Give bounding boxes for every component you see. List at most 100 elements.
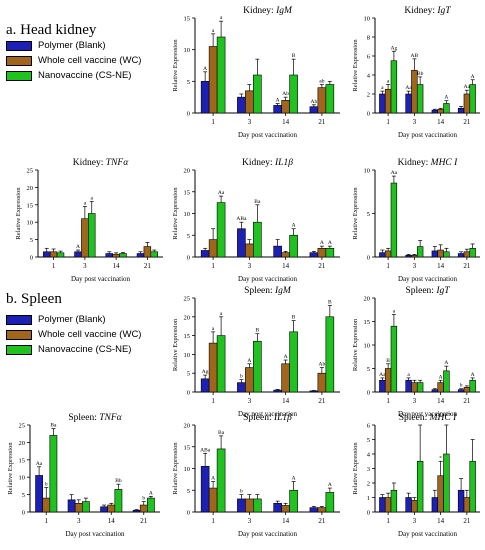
- y-tick-label: 3: [367, 466, 370, 473]
- bar: [325, 84, 335, 114]
- bar: [390, 489, 398, 513]
- bar: [100, 506, 108, 513]
- bar: [245, 243, 254, 258]
- bar: [208, 46, 218, 114]
- bar: [150, 251, 158, 258]
- bar: [49, 435, 58, 513]
- y-tick-label: 25: [27, 168, 34, 175]
- significance-label: A: [444, 95, 448, 101]
- chart-title-gene: TNFα: [106, 158, 129, 168]
- bar: [411, 254, 418, 258]
- legend-swatch: [6, 329, 32, 340]
- significance-label: Ag: [202, 369, 209, 375]
- bar: [437, 475, 444, 513]
- legend-label: Whole cell vaccine (WC): [38, 55, 142, 66]
- x-axis-label: Day post vaccination: [398, 131, 458, 139]
- bar: [289, 234, 298, 258]
- significance-label: a: [387, 79, 390, 85]
- y-tick-label: 6: [367, 54, 371, 61]
- y-axis-label: Relative Expression: [352, 187, 359, 240]
- legend-swatch: [6, 314, 32, 325]
- x-tick-label: 21: [318, 262, 326, 270]
- chart-title: Kidney: TNFα: [73, 158, 129, 168]
- significance-label: A: [320, 240, 324, 246]
- y-tick-label: 4: [367, 452, 371, 459]
- bar: [317, 248, 327, 258]
- x-tick-label: 1: [45, 517, 49, 525]
- bar: [463, 93, 471, 114]
- significance-label: b: [142, 496, 145, 502]
- y-tick-label: 20: [184, 168, 191, 175]
- significance-label: Ag: [391, 45, 398, 51]
- chart-title: Kidney: IgM: [243, 6, 293, 16]
- bar: [443, 103, 450, 114]
- x-tick-label: 14: [282, 262, 290, 270]
- y-tick-label: 5: [187, 371, 190, 378]
- x-tick-label: 21: [463, 397, 471, 405]
- bar: [309, 106, 319, 114]
- significance-label: A: [439, 374, 443, 380]
- bar: [390, 60, 398, 114]
- legend-swatch: [6, 70, 32, 81]
- bar: [431, 497, 439, 513]
- y-tick-label: 5: [367, 366, 370, 373]
- bar: [107, 504, 116, 513]
- legend-swatch: [6, 55, 32, 66]
- legend-item-whole-cell: Whole cell vaccine (WC): [6, 327, 141, 342]
- bar: [309, 252, 319, 258]
- bar: [379, 252, 386, 258]
- chart-title-gene: IgM: [275, 6, 293, 16]
- significance-label: Aa: [36, 461, 43, 467]
- bar: [317, 507, 327, 513]
- y-tick-label: 5: [367, 437, 370, 444]
- bar: [463, 386, 471, 393]
- bar: [200, 466, 210, 513]
- significance-label: Bb: [115, 478, 122, 484]
- chart-1: Kidney: IgT 0 2 4 6 8 10 Relative Expression Day…: [352, 6, 480, 139]
- x-tick-label: 21: [318, 118, 326, 126]
- y-tick-label: 5: [367, 211, 370, 218]
- significance-label: b: [45, 482, 48, 488]
- bar: [379, 379, 386, 393]
- y-tick-label: 0: [367, 255, 370, 262]
- x-tick-label: 3: [77, 517, 81, 525]
- x-tick-label: 14: [437, 397, 445, 405]
- bar: [384, 250, 392, 258]
- significance-label: *: [439, 455, 442, 461]
- bar: [136, 253, 145, 258]
- y-tick-label: 5: [22, 492, 25, 499]
- bar: [405, 379, 412, 393]
- bar: [88, 213, 96, 258]
- chart-title: Kidney: IL1β: [242, 158, 293, 168]
- bar: [469, 460, 476, 513]
- bar: [200, 250, 210, 258]
- chart-title-gene: MHC I: [429, 413, 457, 423]
- x-tick-label: 21: [463, 118, 471, 126]
- chart-title-gene: TNFα: [99, 413, 122, 423]
- y-axis-label: Relative Expression: [7, 442, 14, 495]
- chart-2: Kidney: TNFα 0 5 10 15 20 25 Relative Expressio…: [15, 158, 163, 283]
- bar: [273, 105, 282, 114]
- bar: [147, 497, 155, 513]
- y-tick-label: 20: [19, 440, 26, 447]
- bar: [469, 248, 476, 258]
- bar: [49, 251, 58, 258]
- significance-label: Aa: [391, 170, 398, 176]
- x-tick-label: 21: [144, 262, 152, 270]
- significance-label: Ab: [319, 362, 326, 368]
- significance-label: B: [386, 358, 390, 364]
- bar: [245, 367, 254, 393]
- bar: [309, 390, 319, 393]
- significance-label: A: [211, 476, 215, 482]
- bar: [281, 363, 290, 393]
- y-tick-label: 5: [30, 237, 33, 244]
- chart-title: Spleen: IgM: [244, 286, 292, 296]
- significance-label: Ab: [282, 91, 289, 97]
- chart-7: Spleen: TNFα 0 5 10 15 20 25 Relative Expressio…: [7, 413, 160, 538]
- bar: [237, 228, 246, 258]
- bar: [216, 448, 226, 513]
- x-tick-label: 14: [282, 397, 290, 405]
- x-tick-label: 3: [248, 118, 252, 126]
- chart-title-prefix: Spleen:: [244, 286, 275, 296]
